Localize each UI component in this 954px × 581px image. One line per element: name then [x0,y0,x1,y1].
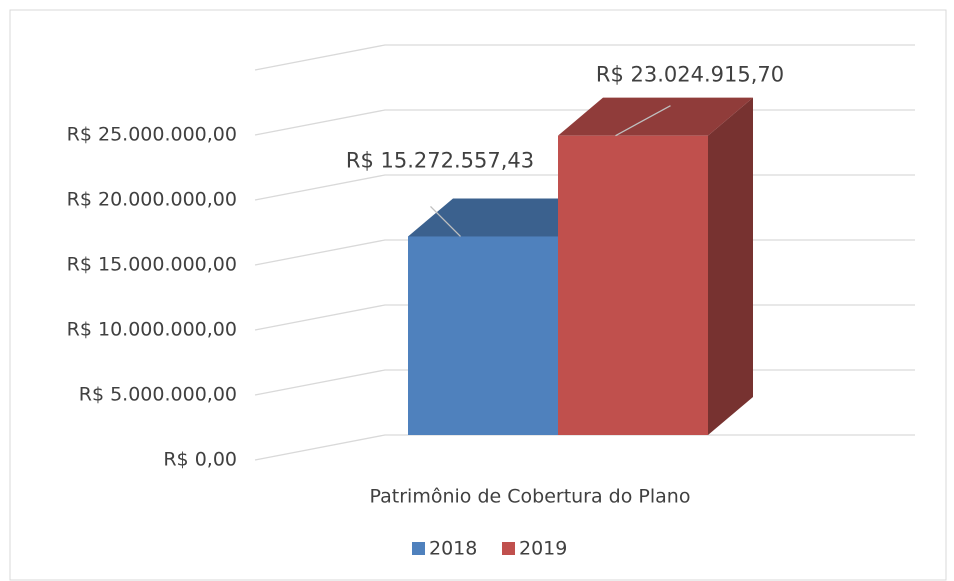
bar-top [408,198,603,237]
data-label: R$ 15.272.557,43 [346,148,534,172]
grid-line [254,434,915,461]
leader-line [615,105,671,137]
legend-swatch [412,542,425,555]
y-tick-label: R$ 0,00 [163,449,237,471]
y-tick-label: R$ 5.000.000,00 [79,384,237,406]
y-tick-label: R$ 20.000.000,00 [67,189,237,211]
leader-line [430,205,461,237]
data-label: R$ 23.024.915,70 [596,63,784,87]
legend-swatch [502,542,515,555]
bar [558,135,708,436]
legend-label: 2018 [429,538,477,560]
legend-label: 2019 [519,538,567,560]
grid-line [254,44,915,71]
bar-side [708,97,753,436]
x-tick-label: Patrimônio de Cobertura do Plano [370,486,691,508]
y-tick-label: R$ 10.000.000,00 [67,319,237,341]
y-tick-label: R$ 15.000.000,00 [67,254,237,276]
y-tick-label: R$ 25.000.000,00 [67,124,237,146]
bar [408,236,558,435]
bar-top [558,97,753,136]
